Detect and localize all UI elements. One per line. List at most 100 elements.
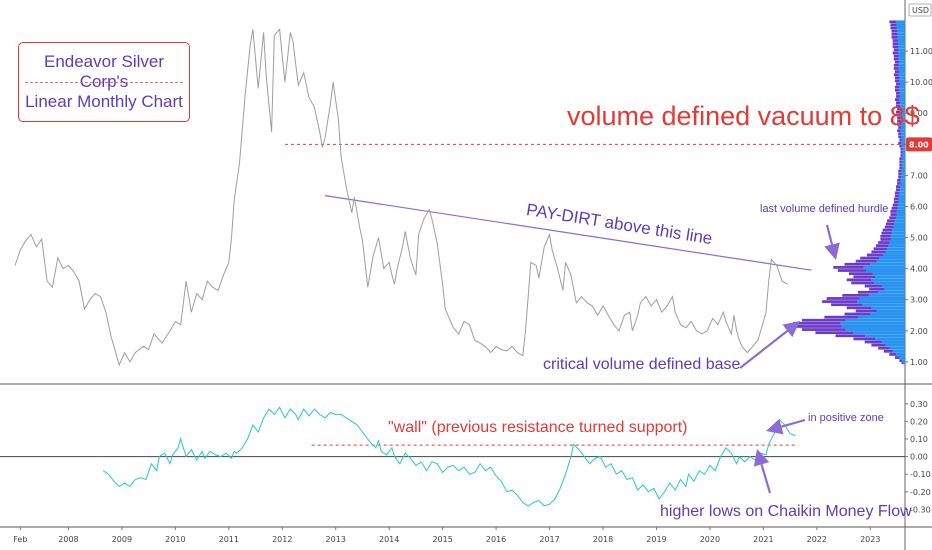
volume-bar-up — [901, 163, 905, 167]
volume-bar-up — [898, 54, 905, 58]
time-tick-label: 2020 — [700, 535, 720, 544]
volume-bar-up — [873, 281, 905, 285]
base-arrow-shaft — [739, 330, 789, 369]
time-tick-label: 2014 — [379, 535, 399, 544]
volume-bar-up — [900, 116, 905, 120]
volume-bar-up — [899, 101, 905, 105]
guide-lines — [284, 143, 905, 446]
volume-bar-up — [898, 67, 905, 70]
volume-bar-up — [869, 312, 905, 316]
volume-bar-up — [900, 107, 905, 111]
cmf-pane — [102, 406, 796, 507]
volume-bar-up — [900, 129, 905, 133]
volume-bar-up — [882, 253, 905, 257]
price-axis: 1.00 2.00 3.00 4.00 5.00 6.00 7.00 8.00 9.00 10.0… — [905, 3, 932, 367]
volume-bar-up — [886, 247, 905, 251]
volume-bar-up — [901, 175, 905, 179]
volume-bar-up — [902, 147, 905, 151]
time-tick-label: 2016 — [486, 535, 506, 544]
volume-bar-up — [845, 328, 905, 331]
time-tick-label: 2008 — [58, 535, 78, 544]
price-tick-label: 6.00 — [910, 202, 928, 211]
volume-bar-up — [899, 113, 905, 117]
volume-bar-up — [840, 321, 905, 325]
time-tick-label: 2019 — [646, 535, 666, 544]
currency-label: USD — [912, 6, 929, 15]
price-pane — [14, 28, 788, 367]
volume-bar-up — [897, 39, 905, 42]
price-tick-label: 5.00 — [910, 234, 928, 243]
price-tick-label: 7.00 — [910, 171, 928, 180]
volume-bar-up — [871, 306, 905, 310]
cmf-tick-label: 0.20 — [910, 417, 928, 426]
volume-bar-up — [902, 154, 905, 157]
volume-bar-up — [899, 88, 905, 92]
volume-bar-up — [863, 266, 905, 269]
cmf-tick-label: -0.10 — [910, 470, 931, 479]
volume-bar-up — [899, 60, 905, 64]
volume-bar-up — [890, 238, 905, 241]
volume-bar-up — [881, 340, 905, 344]
volume-bar-up — [885, 343, 905, 347]
positive-zone-arrow — [766, 418, 806, 435]
time-tick-label: 2015 — [432, 535, 452, 544]
volume-bar-up — [900, 123, 905, 126]
volume-bar-up — [896, 213, 905, 216]
volume-bar-up — [899, 194, 905, 198]
volume-bar-up — [897, 36, 905, 39]
time-tick-label: 2012 — [272, 535, 292, 544]
volume-bar-up — [901, 141, 905, 145]
volume-bar-up — [897, 203, 905, 207]
time-tick-label: 2022 — [807, 535, 827, 544]
volume-bar-up — [901, 132, 905, 136]
time-tick-label: Feb — [13, 535, 27, 544]
annotation-wall: "wall" (previous resistance turned suppo… — [388, 419, 688, 436]
cmf-tick-label: 0.00 — [910, 453, 928, 462]
volume-bar-up — [899, 70, 905, 73]
volume-bar-up — [841, 325, 905, 328]
volume-bar-up — [892, 349, 905, 353]
volume-bar-up — [901, 359, 905, 363]
cmf-tick-label: 0.30 — [910, 400, 928, 409]
volume-bar-up — [868, 293, 905, 297]
base-arrow-head — [782, 321, 800, 338]
volume-bar-up — [881, 284, 905, 288]
volume-bar-up — [901, 135, 905, 139]
volume-bar-up — [900, 178, 905, 182]
price-tick-label: 2.00 — [910, 327, 928, 336]
volume-bar-up — [877, 290, 905, 294]
volume-bar-up — [885, 250, 905, 254]
volume-bar-up — [902, 151, 905, 154]
volume-bar-up — [899, 85, 905, 89]
positive-zone-arrow-head — [766, 418, 784, 435]
price-tick-label: 4.00 — [910, 265, 928, 274]
price-tick-label: 11.00 — [910, 47, 932, 56]
positive-zone-arrow-shaft — [781, 418, 806, 428]
volume-bar-up — [899, 82, 905, 86]
time-tick-label: 2009 — [112, 535, 132, 544]
price-tick-label: 9.00 — [910, 109, 928, 118]
cmf-tick-label: -0.30 — [910, 505, 931, 514]
volume-bar-up — [899, 91, 905, 95]
volume-bar-up — [871, 278, 905, 282]
volume-bar-up — [898, 73, 905, 77]
higher-lows-arrow-head — [753, 449, 770, 467]
volume-bar-up — [893, 225, 905, 229]
volume-bar-up — [901, 172, 905, 176]
hurdle-arrow — [824, 224, 840, 260]
volume-bar-up — [897, 42, 905, 45]
volume-bar-up — [897, 32, 905, 36]
annotation-higher-lows: higher lows on Chaikin Money Flow — [660, 503, 912, 520]
volume-bar-up — [862, 303, 905, 307]
volume-bar-up — [876, 259, 905, 263]
volume-bar-up — [896, 26, 905, 30]
volume-bar-up — [898, 57, 905, 61]
volume-bar-up — [895, 353, 905, 356]
volume-bar-up — [897, 206, 905, 210]
price-tick-label: 10.00 — [910, 78, 932, 87]
title-divider — [25, 82, 183, 83]
time-axis: Feb 2008 2009 2010 2011 2012 2013 2014 2015 2016 2… — [13, 527, 880, 544]
volume-bar-up — [901, 157, 905, 160]
higher-lows-arrow-shaft — [760, 464, 772, 494]
